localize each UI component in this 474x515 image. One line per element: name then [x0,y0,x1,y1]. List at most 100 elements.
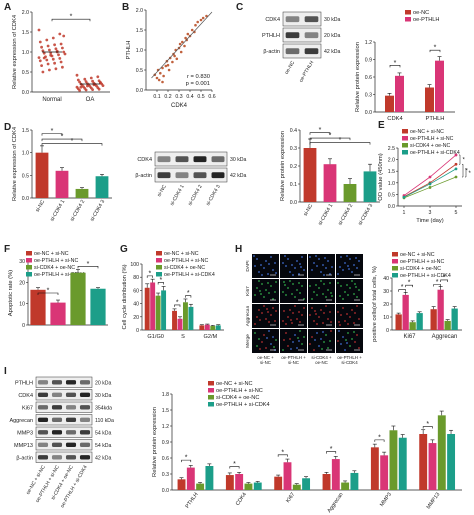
panel-h-cell-dot [275,281,277,283]
panel-h-cell-dot [283,339,285,341]
panel-h-cell-dot [285,265,287,267]
panel-h-cell-dot [267,311,269,313]
panel-d1-significance-bracket [41,138,83,142]
panel-h-cell-dot [265,318,267,320]
panel-d2-y-tick-label: 0.2 [290,164,297,170]
panel-a-data-point [59,60,63,64]
panel-h-cell-dot [263,267,265,269]
panel-f-significance-bracket [37,292,59,295]
panel-h-micrograph-tile [280,304,307,328]
panel-h-cell-dot [316,323,318,325]
panel-h-cell-dot [337,282,339,284]
panel-h-cell-dot [265,347,267,349]
panel-a-y-tick-label: 1.0 [22,50,29,56]
panel-b-data-point [178,42,182,46]
panel-h-cell-dot [321,348,323,350]
panel-i-significance-bracket [422,426,433,429]
panel-d1-significance-star: * [61,134,64,141]
panel-h-cell-dot [296,289,298,291]
panel-h-cell-dot [309,314,311,316]
panel-h-cell-dot [311,307,313,309]
panel-b-x-tick-label: 0.3 [175,94,182,100]
panel-h-cell-dot [258,271,260,273]
panel-h-cell-dot [263,296,265,298]
panel-g-y-tick-label: 60 [133,288,139,294]
panel-a-data-point [41,49,45,53]
panel-f-y-tick-label: 30 [19,259,25,265]
panel-i-x-tick-label: CDK4 [235,492,248,507]
panel-e-significance-bracket [459,154,461,165]
panel-i-blot-row-label: MMP13 [14,443,33,449]
panel-letter-g: G [120,244,128,255]
panel-h-cell-dot [354,283,356,285]
panel-i-blot-band [79,392,91,398]
panel-i-blot-strip [35,414,93,426]
panel-h-cell-dot [263,334,265,336]
panel-h-cell-dot [299,321,301,323]
panel-i-blot-row-label: CDK4 [18,393,33,399]
panel-b-fit-line [151,11,213,79]
panel-i-blot-band [65,392,77,398]
panel-d-blot-kda: 42 kDa [230,173,247,179]
panel-i-bar [419,434,428,490]
panel-b-data-point [157,78,161,82]
panel-a-data-point [40,45,43,49]
panel-h-cell-dot [349,316,351,318]
panel-h-cell-dot [351,280,353,282]
panel-i-legend-label: oe-NC + si-NC [216,381,253,387]
panel-c-y-tick-label: 1.2 [365,40,372,46]
panel-i-legend-swatch [208,388,214,393]
panel-b-data-point [161,80,164,84]
panel-a-data-point [99,81,102,85]
panel-i-x-tick-label: MMP13 [426,492,442,511]
panel-h-cell-dot [296,318,298,320]
panel-i-y-tick-label: 0.6 [162,456,169,462]
panel-a-x-tick-label: OA [86,97,95,103]
panel-h-cell-dot [285,323,287,325]
panel-b-data-point [181,40,184,44]
panel-h-cell-dot [349,287,351,289]
panel-h-cell-dot [265,289,267,291]
panel-h-cell-dot [347,332,349,334]
panel-h-column-label: si-CDK4 [341,360,358,365]
panel-h-cell-dot [272,336,274,338]
panel-i-y-tick-label: 0.3 [162,472,169,478]
panel-h-significance-bracket [398,289,406,292]
panel-h-cell-dot [272,298,274,300]
panel-a-data-point [40,64,43,67]
panel-a-data-point [51,57,55,61]
panel-h-cell-dot [272,307,274,309]
panel-i-blot-strip [35,389,93,401]
panel-h-cell-dot [292,341,294,343]
panel-a-data-point [49,53,53,57]
panel-h-cell-dot [294,296,296,298]
panel-d1-bar [95,176,109,198]
panel-h-cell-dot [274,262,276,264]
panel-h-bar [437,289,444,330]
panel-d-blot-band [175,172,189,179]
panel-d-blot-row-label: β-actin [135,173,152,179]
panel-h-cell-dot [283,281,285,283]
panel-h-y-tick-label: 20 [383,302,389,308]
panel-d1-y-axis-label: Relative expression of CDK4 [12,126,18,201]
panel-h-legend-swatch [392,266,398,271]
panel-e-y-tick-label: 0.5 [388,192,395,198]
panel-h-significance-bracket [440,279,448,282]
panel-i-blot-row-label: Ki67 [22,405,33,411]
panel-b-x-tick-label: 0.6 [208,94,215,100]
panel-h-cell-dot [258,309,260,311]
panel-a-data-point [51,36,55,40]
panel-i-blot-row-label: Aggrecan [9,418,33,424]
panel-c-blot-row-label: β-actin [263,49,280,55]
panel-a-data-point [57,53,60,57]
panel-d-blot-lane-label: si-CDK4 3 [205,184,222,207]
panel-h-micrograph-tile [280,254,307,278]
panel-h-cell-dot [311,298,313,300]
panel-letter-b: B [122,2,129,13]
panel-g-significance-star: * [159,277,162,284]
panel-i-blot-band [37,442,49,448]
panel-f-significance-star: * [87,261,90,268]
panel-letter-d: D [4,122,11,133]
panel-h-cell-dot [347,265,349,267]
